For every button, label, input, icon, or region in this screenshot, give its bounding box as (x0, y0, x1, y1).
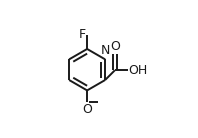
Text: O: O (110, 40, 120, 53)
Text: OH: OH (128, 64, 147, 77)
Text: N: N (101, 44, 111, 57)
Text: F: F (79, 28, 86, 41)
Text: O: O (83, 103, 93, 116)
